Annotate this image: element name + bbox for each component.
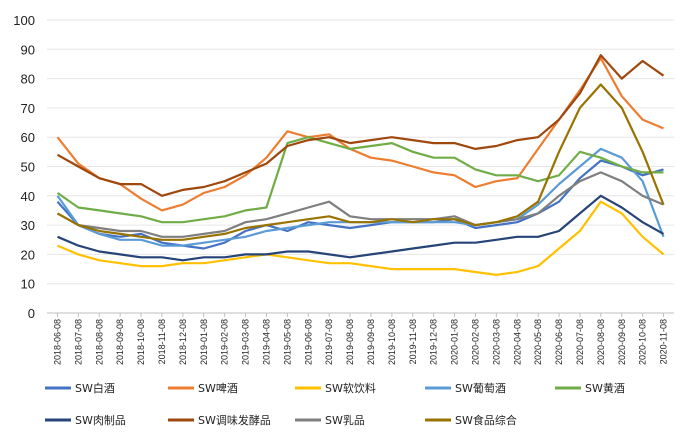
x-tick-label: 2019-06-08 <box>303 319 313 365</box>
x-tick-label: 2020-06-08 <box>554 319 564 365</box>
x-tick-label: 2020-10-08 <box>638 319 648 365</box>
x-tick-label: 2020-07-08 <box>575 319 585 365</box>
y-tick-label: 90 <box>21 42 35 57</box>
x-tick-label: 2019-05-08 <box>282 319 292 365</box>
legend-label: SW乳品 <box>325 414 365 427</box>
x-tick-label: 2019-04-08 <box>261 319 271 365</box>
x-tick-label: 2018-11-08 <box>157 319 167 364</box>
y-tick-label: 80 <box>21 72 35 87</box>
series-line-1 <box>56 159 664 250</box>
y-tick-label: 70 <box>21 101 35 116</box>
legend: SW白酒 SW啤酒 SW软饮料 SW葡萄酒 SW黄酒 SW肉制品 SW调味发酵品 SW乳品 SW… <box>45 381 625 427</box>
series-line-6 <box>57 194 665 262</box>
series-line-8 <box>56 171 664 238</box>
x-tick-label: 2018-06-08 <box>52 319 62 365</box>
series-line-7 <box>56 54 665 197</box>
y-tick-label: 0 <box>28 306 35 321</box>
x-axis-tick-labels: 2018-06-08 2018-07-08 2018-08-08 2018-09-08… <box>52 313 669 365</box>
x-tick-label: 2020-04-08 <box>512 319 522 365</box>
series-lines <box>56 54 665 276</box>
x-tick-label: 2019-02-08 <box>220 319 230 365</box>
x-tick-label: 2019-09-08 <box>366 319 376 365</box>
y-tick-label: 30 <box>21 218 35 233</box>
series-line-3 <box>57 200 665 276</box>
x-tick-label: 2020-09-08 <box>617 319 627 365</box>
legend-label: SW食品综合 <box>455 413 517 427</box>
legend-label: SW黄酒 <box>585 381 625 395</box>
y-axis-tick-labels: 0 10 20 30 40 50 60 70 80 90 100 <box>13 13 35 321</box>
y-tick-label: 20 <box>21 247 35 262</box>
legend-label: SW软饮料 <box>325 381 376 395</box>
x-tick-label: 2020-02-08 <box>470 319 480 365</box>
x-tick-label: 2019-10-08 <box>387 319 397 365</box>
x-tick-label: 2019-11-08 <box>408 319 418 364</box>
legend-label: SW葡萄酒 <box>455 382 506 395</box>
x-tick-label: 2018-12-08 <box>178 319 188 365</box>
series-line-9 <box>56 83 665 241</box>
x-tick-label: 2020-11-08 <box>659 319 669 364</box>
x-tick-label: 2018-07-08 <box>73 319 83 365</box>
y-tick-label: 50 <box>21 160 35 175</box>
y-tick-label: 10 <box>21 277 35 292</box>
legend-label: SW白酒 <box>75 381 115 395</box>
y-gridlines <box>47 19 674 285</box>
y-tick-label: 60 <box>21 130 35 145</box>
x-tick-label: 2020-03-08 <box>491 319 501 365</box>
legend-label: SW啤酒 <box>198 381 238 395</box>
series-line-4 <box>56 147 665 247</box>
x-tick-label: 2018-08-08 <box>94 319 104 365</box>
y-tick-label: 100 <box>13 13 35 28</box>
x-tick-label: 2019-01-08 <box>199 319 209 365</box>
legend-label: SW肉制品 <box>75 414 126 427</box>
y-tick-label: 40 <box>21 189 35 204</box>
x-tick-label: 2019-07-08 <box>324 319 334 365</box>
x-tick-label: 2020-08-08 <box>596 319 606 365</box>
x-tick-label: 2020-01-08 <box>450 319 460 365</box>
legend-label: SW调味发酵品 <box>198 413 271 427</box>
series-line-5 <box>56 136 664 224</box>
x-tick-label: 2020-05-08 <box>533 319 543 365</box>
x-tick-label: 2018-09-08 <box>115 319 125 365</box>
x-tick-label: 2018-10-08 <box>136 319 146 365</box>
x-tick-label: 2019-03-08 <box>241 319 251 365</box>
x-tick-label: 2019-08-08 <box>345 319 355 365</box>
x-tick-label: 2019-12-08 <box>429 319 439 365</box>
